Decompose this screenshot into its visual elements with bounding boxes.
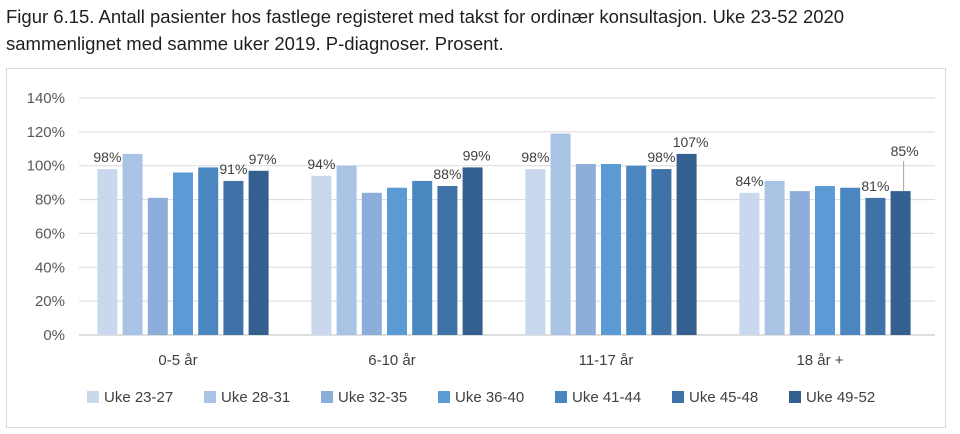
legend-label: Uke 36-40 <box>455 389 524 406</box>
bar <box>840 187 861 335</box>
category-label: 18 år + <box>796 352 843 369</box>
legend-label: Uke 28-31 <box>221 389 290 406</box>
bar <box>815 186 835 335</box>
bar <box>550 133 571 335</box>
category-label: 6-10 år <box>368 352 416 369</box>
data-label: 99% <box>463 147 491 163</box>
bar <box>601 164 621 335</box>
data-label: 91% <box>219 161 247 177</box>
y-tick-label: 100% <box>27 158 65 175</box>
y-tick-label: 140% <box>27 90 65 107</box>
y-tick-label: 80% <box>35 192 65 209</box>
legend-swatch <box>87 391 99 403</box>
legend-label: Uke 32-35 <box>338 389 407 406</box>
bar <box>575 164 596 335</box>
legend-label: Uke 41-44 <box>572 389 641 406</box>
bar <box>223 180 244 335</box>
y-tick-label: 60% <box>35 225 65 242</box>
bar <box>122 153 143 335</box>
bar <box>361 192 382 335</box>
data-label: 85% <box>891 143 919 159</box>
bar <box>890 191 911 335</box>
bar <box>764 180 785 335</box>
data-label: 97% <box>249 151 277 167</box>
legend-swatch <box>789 391 801 403</box>
bar <box>97 169 118 335</box>
figure-caption: Figur 6.15. Antall pasienter hos fastleg… <box>6 3 951 57</box>
legend-label: Uke 49-52 <box>806 389 875 406</box>
data-label: 98% <box>521 149 549 165</box>
legend-swatch <box>555 391 567 403</box>
data-label: 94% <box>307 156 335 172</box>
data-label: 88% <box>433 166 461 182</box>
bar <box>676 153 697 335</box>
bar <box>462 167 483 335</box>
bar <box>173 172 193 335</box>
category-label: 0-5 år <box>158 352 197 369</box>
y-tick-label: 120% <box>27 124 65 141</box>
legend-swatch <box>204 391 216 403</box>
y-tick-label: 40% <box>35 259 65 276</box>
bar <box>336 165 357 335</box>
caption-line-1: Figur 6.15. Antall pasienter hos fastleg… <box>6 6 845 27</box>
data-label: 107% <box>673 134 709 150</box>
bar <box>198 167 219 335</box>
legend-label: Uke 23-27 <box>104 389 173 406</box>
bar <box>739 192 760 335</box>
bar <box>525 169 546 335</box>
bar-chart: 0% 20% 40% 60% 80% 100% 120% 140% 98% 91%97% 0-5 å… <box>27 90 935 406</box>
bar <box>865 197 886 335</box>
legend-swatch <box>438 391 450 403</box>
data-label: 98% <box>647 149 675 165</box>
y-tick-label: 20% <box>35 293 65 310</box>
data-label: 98% <box>93 149 121 165</box>
bar <box>248 170 269 335</box>
chart-area: 0% 20% 40% 60% 80% 100% 120% 140% 98% 91% 97% 0-5 å… <box>6 68 946 428</box>
category-label: 11-17 år <box>579 352 634 369</box>
bar <box>147 197 168 335</box>
y-tick-label: 0% <box>43 327 65 344</box>
bar <box>789 191 810 335</box>
caption-line-2: sammenlignet med samme uker 2019. P-diag… <box>6 33 504 54</box>
legend-swatch <box>672 391 684 403</box>
bar <box>311 175 332 335</box>
legend-swatch <box>321 391 333 403</box>
data-label: 81% <box>861 178 889 194</box>
data-label: 84% <box>735 173 763 189</box>
bar <box>626 165 647 335</box>
bar <box>651 169 672 335</box>
bar <box>387 187 407 335</box>
bar <box>437 186 458 335</box>
bar <box>412 180 433 335</box>
legend-label: Uke 45-48 <box>689 389 758 406</box>
